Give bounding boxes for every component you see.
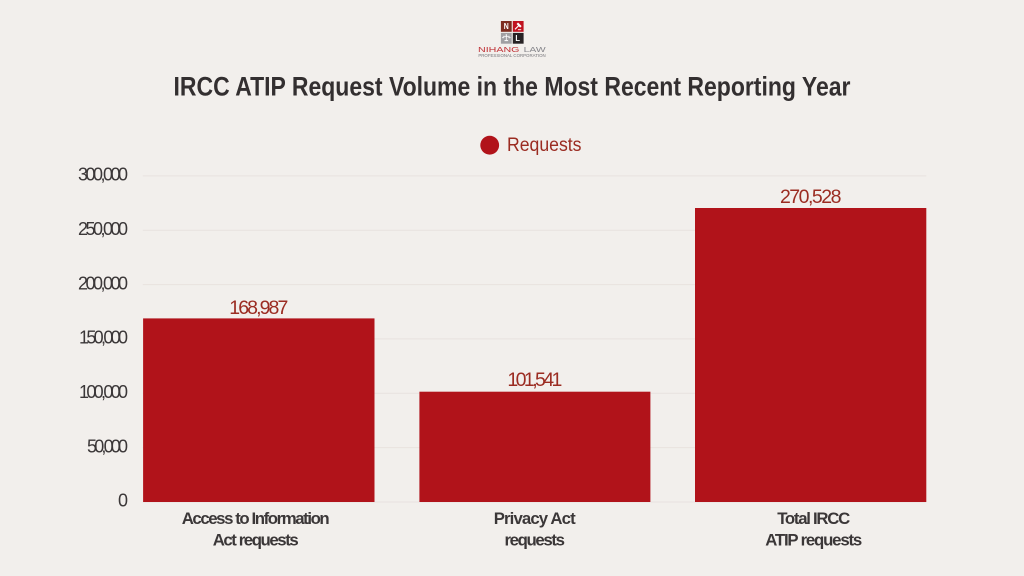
svg-text:150,000: 150,000 [79,328,128,348]
svg-text:270,528: 270,528 [780,186,842,208]
svg-text:Requests: Requests [507,134,582,156]
svg-text:0: 0 [118,491,128,511]
svg-text:ATIP requests: ATIP requests [765,531,862,550]
svg-text:NIHANG: NIHANG [478,45,520,54]
svg-text:requests: requests [504,531,565,550]
svg-text:L: L [515,34,520,43]
svg-text:Privacy Act: Privacy Act [494,509,576,528]
svg-text:250,000: 250,000 [78,219,128,239]
svg-text:Access to Information: Access to Information [182,509,330,528]
svg-text:LAW: LAW [524,45,547,54]
svg-text:200,000: 200,000 [78,273,128,293]
svg-text:300,000: 300,000 [78,165,128,185]
svg-text:101,541: 101,541 [507,369,562,391]
svg-text:50,000: 50,000 [87,436,128,456]
svg-text:168,987: 168,987 [229,297,288,319]
svg-text:PROFESSIONAL CORPORATION: PROFESSIONAL CORPORATION [478,53,545,58]
svg-text:100,000: 100,000 [79,382,128,402]
svg-text:Total IRCC: Total IRCC [777,509,850,528]
svg-text:Act requests: Act requests [213,531,299,550]
svg-text:IRCC ATIP Request Volume in th: IRCC ATIP Request Volume in the Most Rec… [174,72,851,102]
svg-text:N: N [504,22,509,31]
